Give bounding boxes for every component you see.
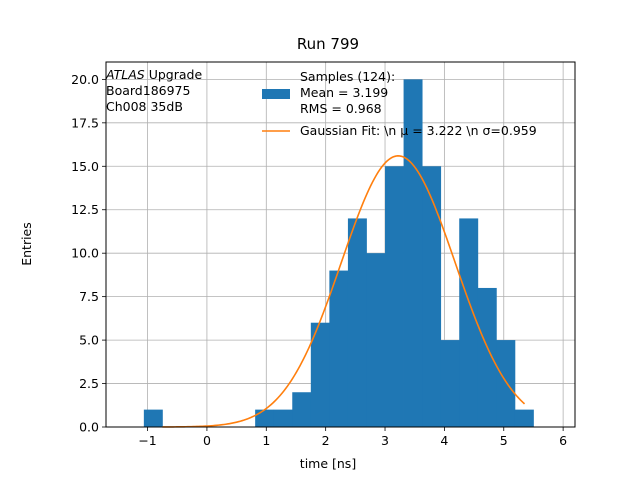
x-tick-label: −1 bbox=[138, 433, 156, 448]
y-tick-label: 17.5 bbox=[71, 115, 99, 130]
legend: Samples (124): Mean = 3.199 RMS = 0.968 G… bbox=[262, 69, 537, 138]
plot-frame bbox=[105, 61, 576, 428]
legend-text-fit: Gaussian Fit: \n μ = 3.222 \n σ=0.959 bbox=[300, 123, 537, 138]
annotation-text: Board186975 bbox=[106, 83, 190, 98]
histogram-bar bbox=[403, 79, 423, 427]
x-tick-label: 1 bbox=[262, 433, 270, 448]
annotation-text: Upgrade bbox=[145, 67, 203, 82]
x-axis-label: time [ns] bbox=[300, 456, 356, 471]
gaussian-fit-layer bbox=[162, 155, 526, 428]
histogram-bar bbox=[255, 409, 275, 427]
histogram-bar bbox=[347, 218, 367, 427]
y-tick-label: 0.0 bbox=[79, 420, 99, 435]
y-axis-ticks: 0.0 2.5 5.0 7.5 10.0 12.5 15.0 17.5 20.0 bbox=[71, 72, 106, 435]
legend-swatch-samples bbox=[262, 89, 290, 99]
histogram-bar bbox=[310, 322, 330, 427]
x-tick-label: 2 bbox=[322, 433, 330, 448]
atlas-annotation: ATLAS Upgrade Board186975 Ch008 35dB bbox=[105, 67, 202, 114]
x-tick-label: 6 bbox=[559, 433, 567, 448]
annotation-line: Board186975 bbox=[106, 83, 190, 98]
histogram-bar bbox=[459, 218, 479, 427]
legend-text-samples: Mean = 3.199 bbox=[300, 85, 388, 100]
histogram-bar bbox=[514, 409, 534, 427]
annotation-text: Ch008 35dB bbox=[106, 99, 183, 114]
legend-text-samples: Samples (124): bbox=[300, 69, 395, 84]
annotation-line: ATLAS Upgrade bbox=[105, 67, 202, 82]
histogram-bar bbox=[329, 270, 349, 427]
histogram-bar bbox=[496, 340, 516, 427]
y-tick-label: 20.0 bbox=[71, 72, 99, 87]
y-tick-label: 15.0 bbox=[71, 159, 99, 174]
y-tick-label: 10.0 bbox=[71, 246, 99, 261]
y-axis-label: Entries bbox=[19, 222, 34, 266]
x-tick-label: 3 bbox=[381, 433, 389, 448]
histogram-bars bbox=[143, 79, 534, 428]
gaussian-fit-line bbox=[162, 155, 526, 428]
annotation-italic-word: ATLAS bbox=[105, 67, 145, 82]
x-tick-label: 0 bbox=[203, 433, 211, 448]
histogram-bar bbox=[366, 253, 386, 427]
histogram-bar bbox=[273, 409, 293, 427]
histogram-bar bbox=[440, 340, 460, 427]
legend-text-samples: RMS = 0.968 bbox=[300, 101, 382, 116]
x-tick-label: 5 bbox=[500, 433, 508, 448]
x-axis-ticks: −1 0 1 2 3 4 5 6 bbox=[138, 427, 567, 448]
histogram-bar bbox=[292, 392, 312, 427]
annotation-line: Ch008 35dB bbox=[106, 99, 183, 114]
y-tick-label: 7.5 bbox=[79, 289, 99, 304]
histogram-bar bbox=[477, 287, 497, 427]
x-tick-label: 4 bbox=[440, 433, 448, 448]
chart-title: Run 799 bbox=[297, 35, 359, 53]
y-tick-label: 12.5 bbox=[71, 202, 99, 217]
y-tick-label: 5.0 bbox=[79, 333, 99, 348]
histogram-bar bbox=[385, 166, 404, 428]
histogram-bar bbox=[143, 409, 163, 427]
histogram-bar bbox=[422, 166, 442, 428]
y-tick-label: 2.5 bbox=[79, 376, 99, 391]
